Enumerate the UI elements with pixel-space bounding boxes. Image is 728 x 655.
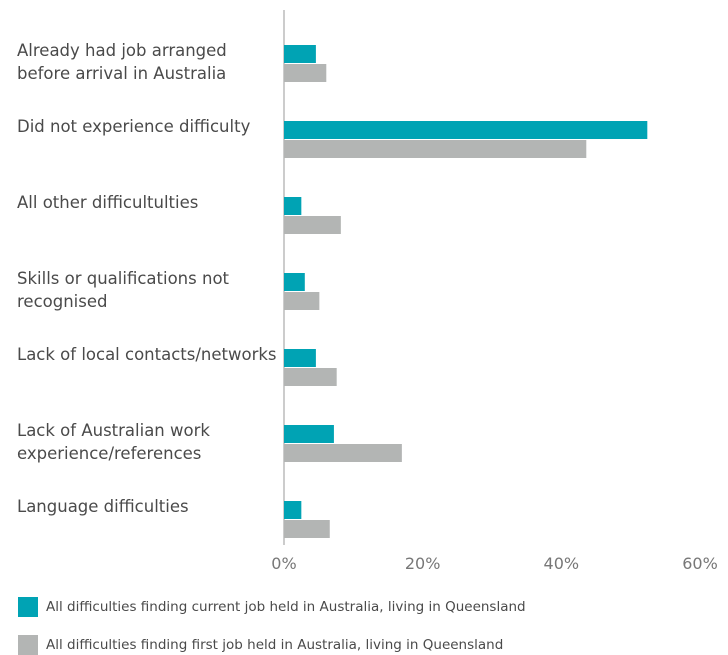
- category-label: Lack of local contacts/networks: [17, 345, 277, 364]
- category-label: All other difficultulties: [17, 193, 199, 212]
- bar: [284, 64, 327, 82]
- legend-label: All difficulties finding first job held …: [46, 637, 504, 653]
- bar: [284, 216, 341, 234]
- category-label: Language difficulties: [17, 497, 189, 516]
- x-tick-label: 60%: [682, 554, 718, 573]
- bar: [284, 273, 305, 291]
- bar: [284, 140, 587, 158]
- bar: [284, 45, 316, 63]
- category-label: Already had job arranged before arrival …: [17, 41, 227, 83]
- bar: [284, 444, 402, 462]
- legend-label: All difficulties finding current job hel…: [46, 599, 526, 615]
- category-label: Did not experience difficulty: [17, 117, 251, 136]
- legend-item: All difficulties finding current job hel…: [18, 597, 526, 617]
- x-tick-label: 20%: [405, 554, 441, 573]
- legend-swatch: [18, 635, 38, 655]
- bar: [284, 197, 302, 215]
- legend-item: All difficulties finding first job held …: [18, 635, 503, 655]
- bar: [284, 501, 302, 519]
- category-label: Skills or qualifications not recognised: [17, 269, 230, 311]
- bar: [284, 292, 320, 310]
- bar: [284, 121, 648, 139]
- legend-swatch: [18, 597, 38, 617]
- bar: [284, 520, 330, 538]
- category-label: Lack of Australian work experience/refer…: [17, 421, 210, 463]
- bar: [284, 425, 334, 443]
- x-tick-label: 40%: [544, 554, 580, 573]
- bar: [284, 349, 316, 367]
- x-tick-label: 0%: [271, 554, 296, 573]
- bar: [284, 368, 337, 386]
